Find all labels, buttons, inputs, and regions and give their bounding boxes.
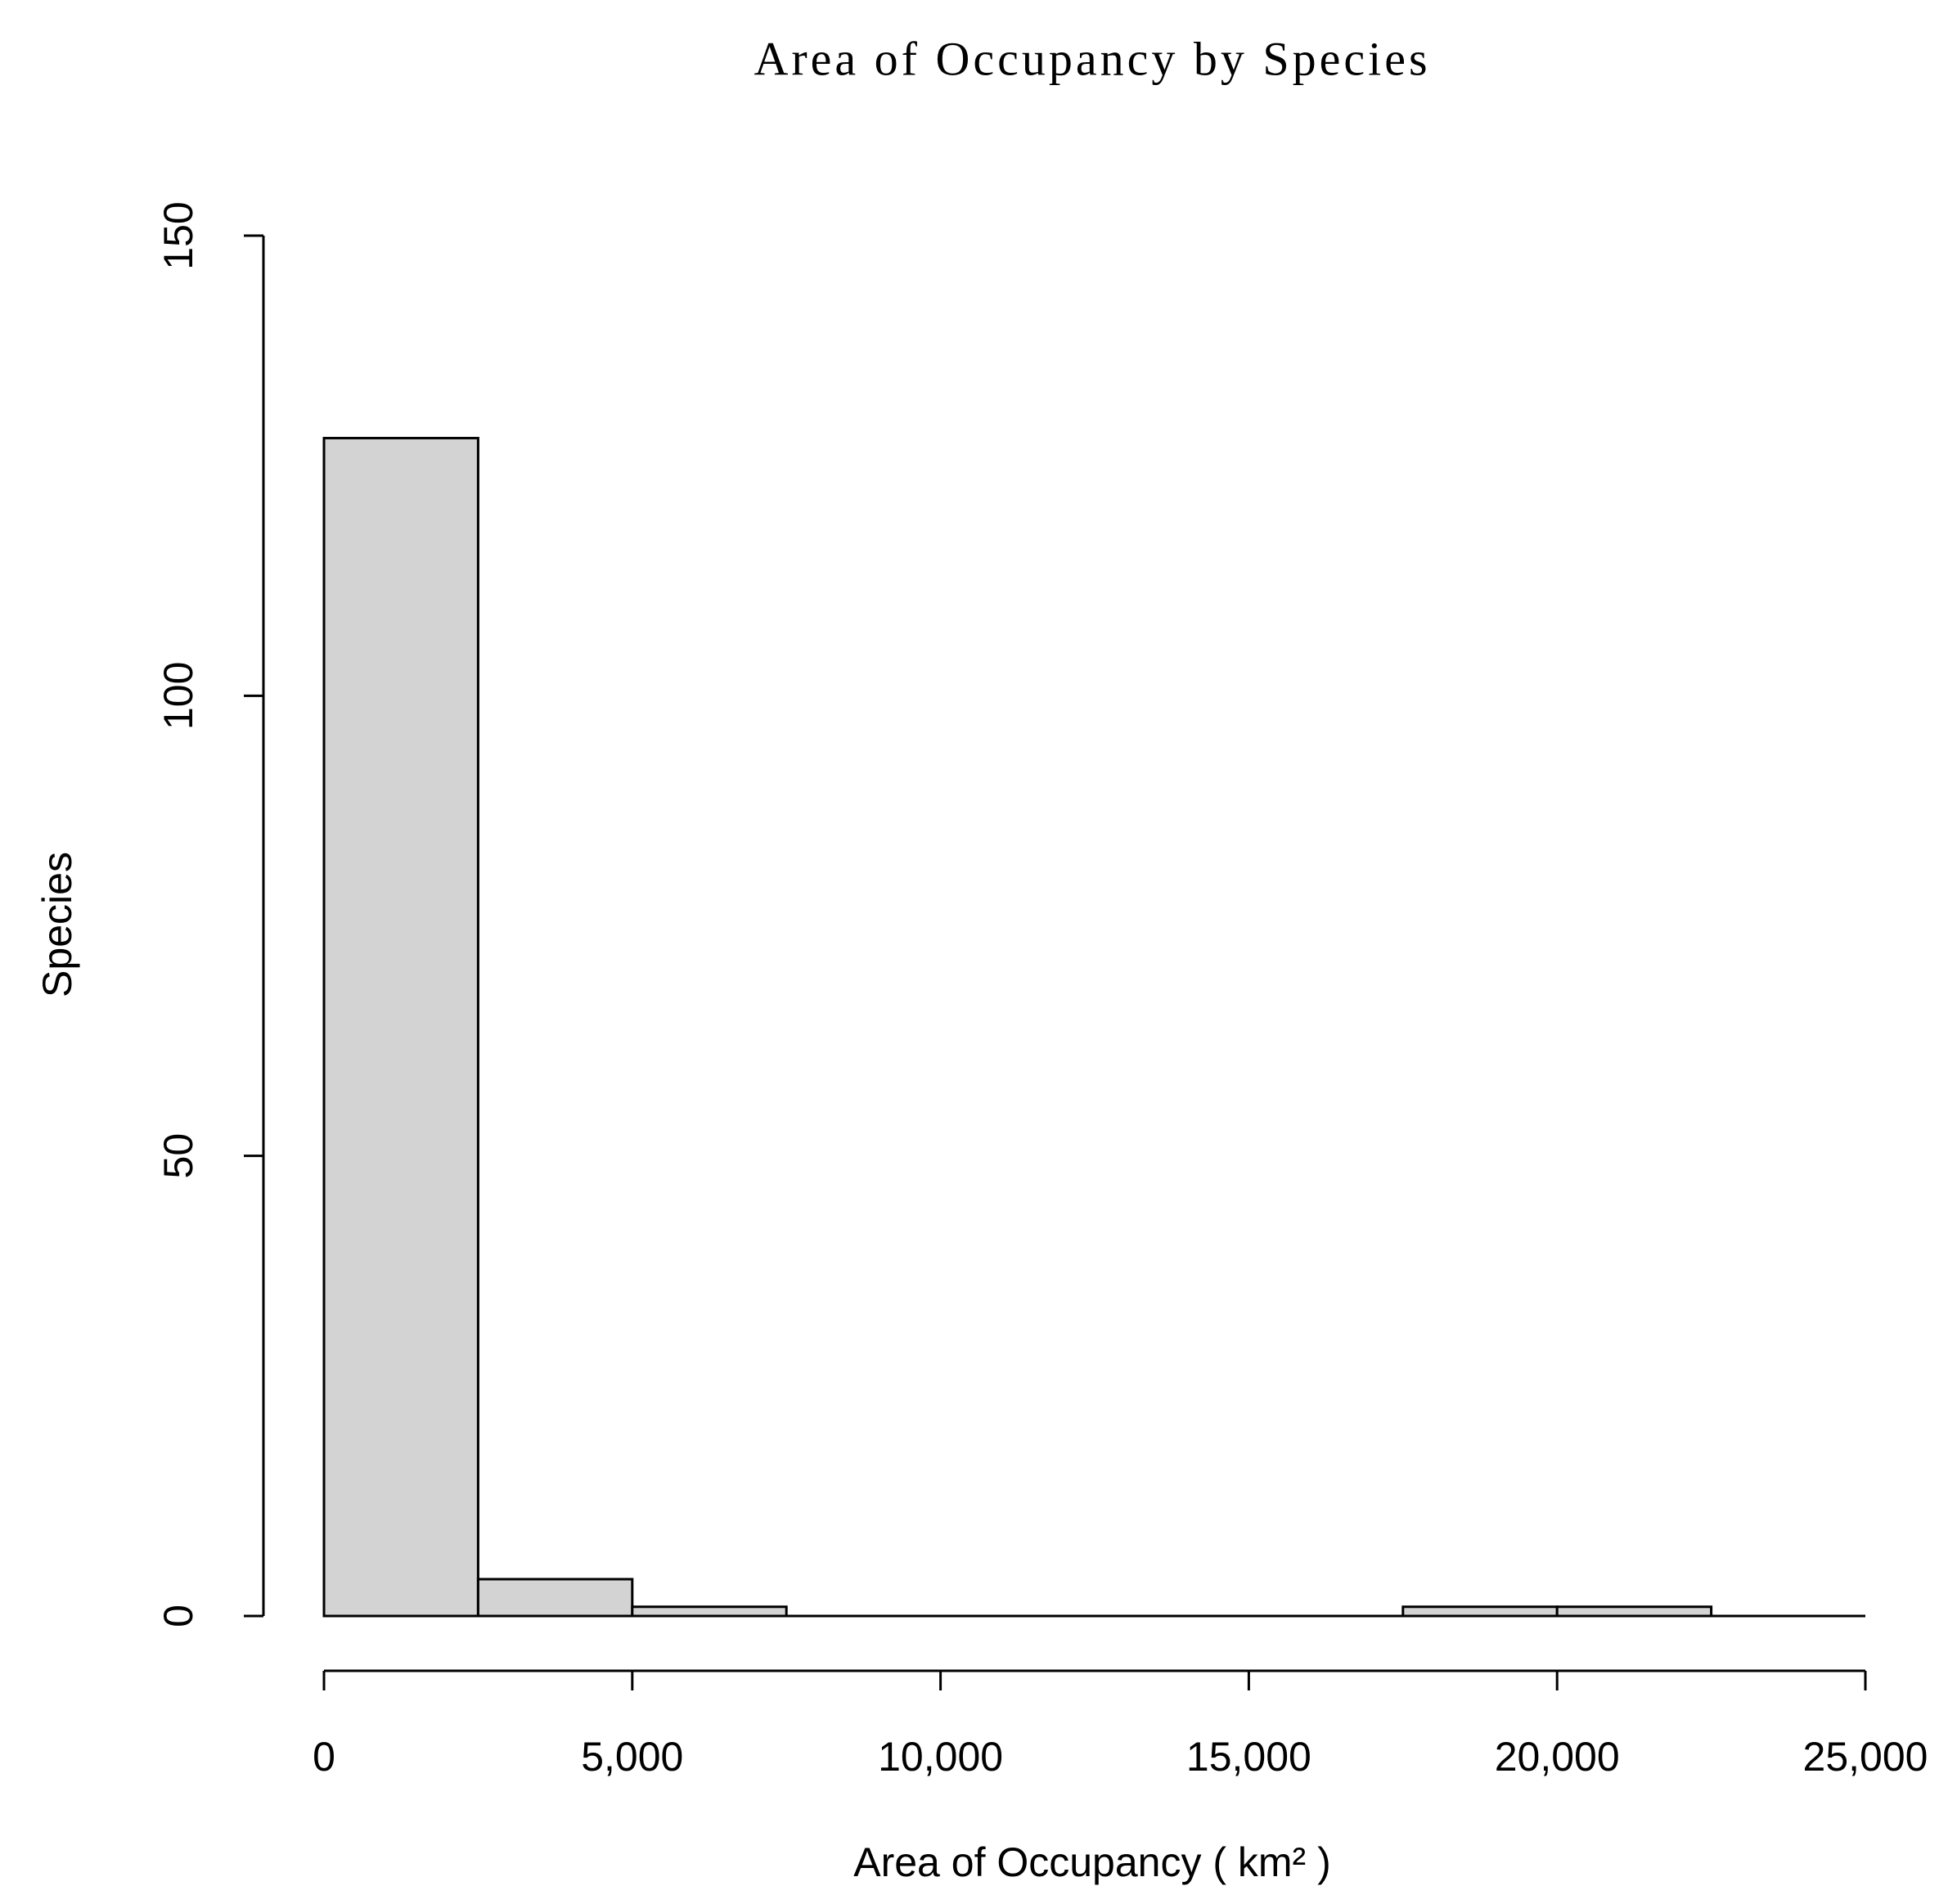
- x-tick-label: 5,000: [581, 1734, 683, 1780]
- y-tick-label: 50: [155, 1133, 201, 1179]
- bar: [476, 1578, 634, 1618]
- x-tick-label: 15,000: [1186, 1734, 1311, 1780]
- y-tick-label: 100: [155, 662, 201, 730]
- bar: [631, 1605, 788, 1618]
- y-tick-label: 0: [155, 1605, 201, 1627]
- x-tick-label: 25,000: [1803, 1734, 1928, 1780]
- bar: [1555, 1605, 1713, 1618]
- x-tick-label: 0: [313, 1734, 335, 1780]
- x-axis-title: Area of Occupancy ( km² ): [853, 1839, 1331, 1885]
- x-tick-label: 10,000: [878, 1734, 1003, 1780]
- x-tick-label: 20,000: [1495, 1734, 1620, 1780]
- y-axis-title: Species: [34, 852, 80, 997]
- chart-title: Area of Occupancy by Species: [754, 32, 1430, 85]
- y-tick-label: 150: [155, 201, 201, 269]
- bar: [1401, 1605, 1559, 1618]
- bar: [322, 436, 479, 1618]
